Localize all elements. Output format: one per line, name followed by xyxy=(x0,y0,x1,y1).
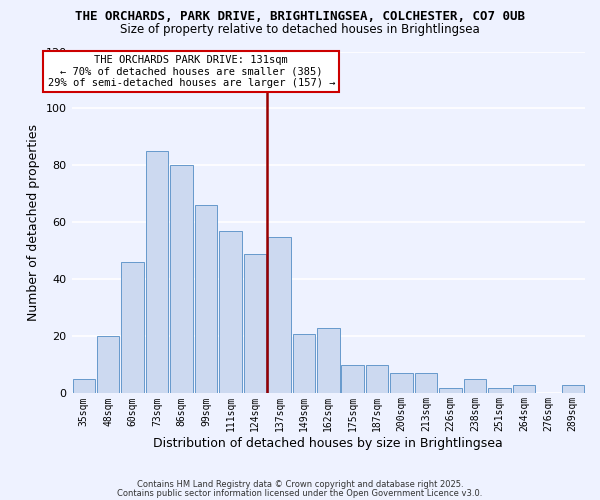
Text: THE ORCHARDS, PARK DRIVE, BRIGHTLINGSEA, COLCHESTER, CO7 0UB: THE ORCHARDS, PARK DRIVE, BRIGHTLINGSEA,… xyxy=(75,10,525,23)
Bar xyxy=(439,388,462,394)
Text: Contains HM Land Registry data © Crown copyright and database right 2025.: Contains HM Land Registry data © Crown c… xyxy=(137,480,463,489)
X-axis label: Distribution of detached houses by size in Brightlingsea: Distribution of detached houses by size … xyxy=(154,437,503,450)
Bar xyxy=(366,365,388,394)
Bar xyxy=(293,334,315,394)
Bar xyxy=(97,336,119,394)
Bar xyxy=(244,254,266,394)
Bar xyxy=(488,388,511,394)
Bar xyxy=(341,365,364,394)
Bar xyxy=(317,328,340,394)
Bar xyxy=(391,374,413,394)
Bar xyxy=(415,374,437,394)
Bar xyxy=(73,379,95,394)
Y-axis label: Number of detached properties: Number of detached properties xyxy=(27,124,40,321)
Bar xyxy=(121,262,144,394)
Text: THE ORCHARDS PARK DRIVE: 131sqm
← 70% of detached houses are smaller (385)
29% o: THE ORCHARDS PARK DRIVE: 131sqm ← 70% of… xyxy=(47,55,335,88)
Bar xyxy=(512,385,535,394)
Text: Contains public sector information licensed under the Open Government Licence v3: Contains public sector information licen… xyxy=(118,488,482,498)
Bar xyxy=(146,151,169,394)
Bar xyxy=(464,379,486,394)
Bar xyxy=(219,231,242,394)
Bar xyxy=(170,166,193,394)
Text: Size of property relative to detached houses in Brightlingsea: Size of property relative to detached ho… xyxy=(120,22,480,36)
Bar xyxy=(195,206,217,394)
Bar xyxy=(562,385,584,394)
Bar xyxy=(268,236,290,394)
